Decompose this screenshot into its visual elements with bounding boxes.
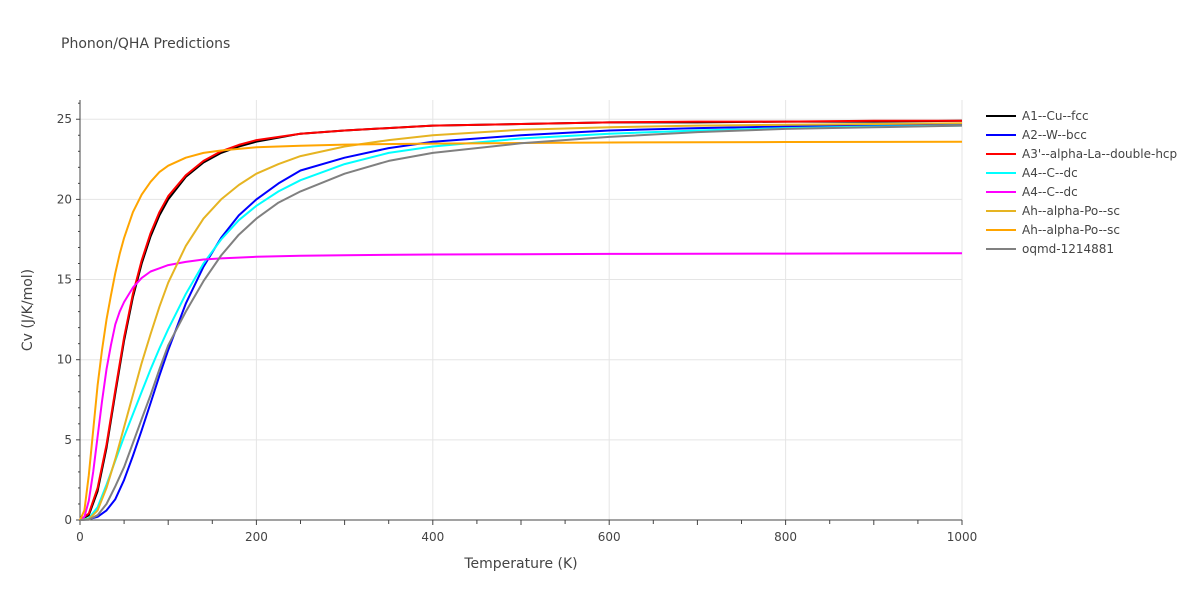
- legend-swatch: [986, 171, 1016, 174]
- legend-label: A1--Cu--fcc: [1022, 108, 1089, 123]
- legend-label: Ah--alpha-Po--sc: [1022, 203, 1120, 218]
- x-tick-label: 600: [598, 530, 621, 544]
- x-tick-label: 800: [774, 530, 797, 544]
- x-tick-label: 0: [76, 530, 84, 544]
- legend-label: A4--C--dc: [1022, 165, 1078, 180]
- series-line[interactable]: [79, 252, 963, 521]
- axes: 0 200 400 600 800 1000 0 5 10 15 20 25: [57, 100, 978, 544]
- series-lines: [79, 119, 963, 521]
- legend-swatch: [986, 209, 1016, 212]
- legend-item[interactable]: A1--Cu--fcc: [986, 106, 1177, 125]
- legend-label: A3'--alpha-La--double-hcp: [1022, 146, 1178, 161]
- legend-item[interactable]: oqmd-1214881: [986, 239, 1177, 258]
- y-axis-title: Cv (J/K/mol): [20, 269, 36, 351]
- y-tick-label: 0: [64, 513, 72, 527]
- series-line[interactable]: [79, 122, 963, 521]
- x-tick-label: 1000: [947, 530, 978, 544]
- series-line[interactable]: [79, 119, 962, 521]
- x-axis-title: Temperature (K): [463, 556, 577, 572]
- legend-label: oqmd-1214881: [1022, 241, 1115, 256]
- y-tick-label: 25: [57, 112, 72, 126]
- legend[interactable]: A1--Cu--fcc A2--W--bcc A3'--alpha-La--doub…: [986, 106, 1177, 258]
- legend-item[interactable]: A4--C--dc: [986, 163, 1177, 182]
- legend-swatch: [986, 247, 1016, 250]
- series-line[interactable]: [79, 119, 963, 521]
- x-tick-label: 200: [245, 530, 268, 544]
- grid-lines: [80, 100, 963, 520]
- legend-swatch: [986, 133, 1016, 136]
- legend-swatch: [986, 114, 1016, 117]
- y-tick-label: 15: [57, 273, 72, 287]
- legend-swatch: [986, 190, 1016, 193]
- legend-label: A4--C--dc: [1022, 184, 1078, 199]
- series-line[interactable]: [79, 124, 963, 521]
- legend-swatch: [986, 152, 1016, 155]
- series-line[interactable]: [79, 140, 963, 521]
- series-line[interactable]: [79, 123, 963, 521]
- legend-label: A2--W--bcc: [1022, 127, 1087, 142]
- legend-swatch: [986, 228, 1016, 231]
- y-tick-label: 5: [64, 433, 72, 447]
- chart-title: Phonon/QHA Predictions: [61, 36, 231, 52]
- x-tick-label: 400: [421, 530, 444, 544]
- legend-item[interactable]: A4--C--dc: [986, 182, 1177, 201]
- y-tick-label: 10: [57, 353, 72, 367]
- legend-label: Ah--alpha-Po--sc: [1022, 222, 1120, 237]
- series-line[interactable]: [79, 124, 963, 521]
- legend-item[interactable]: A2--W--bcc: [986, 125, 1177, 144]
- legend-item[interactable]: Ah--alpha-Po--sc: [986, 201, 1177, 220]
- legend-item[interactable]: Ah--alpha-Po--sc: [986, 220, 1177, 239]
- y-tick-label: 20: [57, 192, 72, 206]
- legend-item[interactable]: A3'--alpha-La--double-hcp: [986, 144, 1177, 163]
